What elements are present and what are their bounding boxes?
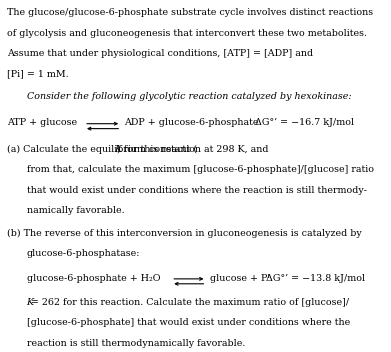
Text: = 262 for this reaction. Calculate the maximum ratio of [glucose]/: = 262 for this reaction. Calculate the m… — [29, 298, 350, 307]
Text: namically favorable.: namically favorable. — [27, 206, 124, 215]
Text: reaction is still thermodynamically favorable.: reaction is still thermodynamically favo… — [27, 339, 245, 348]
Text: glucose-6-phosphate + H₂O: glucose-6-phosphate + H₂O — [27, 274, 160, 283]
Text: ΔG°’ = −13.8 kJ/mol: ΔG°’ = −13.8 kJ/mol — [260, 274, 365, 283]
Text: ) for this reaction at 298 K, and: ) for this reaction at 298 K, and — [117, 145, 268, 154]
Text: K: K — [114, 145, 121, 154]
Text: ADP + glucose-6-phosphate: ADP + glucose-6-phosphate — [124, 118, 259, 127]
Text: The glucose/glucose-6-phosphate substrate cycle involves distinct reactions: The glucose/glucose-6-phosphate substrat… — [7, 8, 373, 18]
Text: of glycolysis and gluconeogenesis that interconvert these two metabolites.: of glycolysis and gluconeogenesis that i… — [7, 29, 367, 38]
Text: (b) The reverse of this interconversion in gluconeogenesis is catalyzed by: (b) The reverse of this interconversion … — [7, 229, 362, 238]
Text: Consider the following glycolytic reaction catalyzed by hexokinase:: Consider the following glycolytic reacti… — [27, 92, 351, 101]
Text: [Pi] = 1 mM.: [Pi] = 1 mM. — [7, 70, 69, 79]
Text: from that, calculate the maximum [glucose-6-phosphate]/[glucose] ratio: from that, calculate the maximum [glucos… — [27, 165, 373, 174]
Text: ΔG°’ = −16.7 kJ/mol: ΔG°’ = −16.7 kJ/mol — [249, 118, 354, 127]
Text: [glucose-6-phosphate] that would exist under conditions where the: [glucose-6-phosphate] that would exist u… — [27, 319, 350, 327]
Text: ATP + glucose: ATP + glucose — [7, 118, 77, 127]
Text: glucose + Pᴵ: glucose + Pᴵ — [210, 274, 269, 283]
Text: (a) Calculate the equilibrium constant (: (a) Calculate the equilibrium constant ( — [7, 145, 197, 154]
Text: glucose-6-phosphatase:: glucose-6-phosphatase: — [27, 249, 140, 258]
Text: K: K — [27, 298, 34, 307]
Text: Assume that under physiological conditions, [ATP] = [ADP] and: Assume that under physiological conditio… — [7, 49, 313, 58]
Text: that would exist under conditions where the reaction is still thermody-: that would exist under conditions where … — [27, 186, 367, 195]
